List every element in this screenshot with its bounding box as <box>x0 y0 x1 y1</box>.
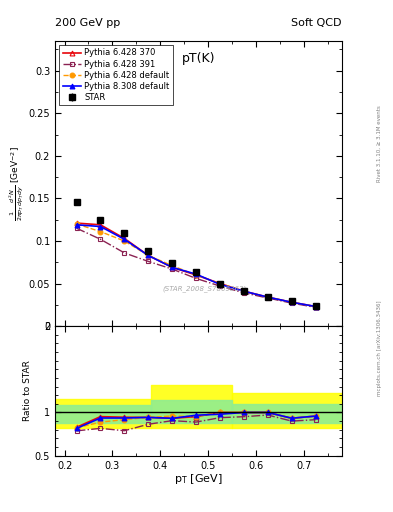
Pythia 6.428 default <box>122 238 127 244</box>
Pythia 6.428 default <box>74 221 79 227</box>
Pythia 6.428 370 <box>289 299 294 305</box>
Text: pT(K): pT(K) <box>182 52 215 66</box>
Pythia 8.308 default <box>289 299 294 305</box>
Text: 200 GeV pp: 200 GeV pp <box>55 18 120 28</box>
Pythia 6.428 370 <box>218 281 222 287</box>
Pythia 6.428 370 <box>194 272 198 278</box>
Pythia 6.428 default <box>146 252 151 259</box>
Pythia 8.308 default <box>146 252 151 259</box>
Y-axis label: $\frac{1}{2\pi p_T}\frac{d^2N}{dp_T dy}$ [GeV$^{-2}$]: $\frac{1}{2\pi p_T}\frac{d^2N}{dp_T dy}$… <box>7 146 26 221</box>
Line: Pythia 6.428 370: Pythia 6.428 370 <box>74 221 318 309</box>
Pythia 6.428 391 <box>242 290 246 296</box>
Pythia 6.428 default <box>170 263 174 269</box>
Pythia 6.428 370 <box>242 288 246 294</box>
Y-axis label: Ratio to STAR: Ratio to STAR <box>23 360 32 421</box>
Pythia 6.428 370 <box>122 236 127 242</box>
Pythia 8.308 default <box>218 281 222 287</box>
Pythia 8.308 default <box>265 294 270 300</box>
Pythia 8.308 default <box>122 236 127 242</box>
Pythia 6.428 370 <box>74 220 79 226</box>
Pythia 6.428 default <box>98 228 103 234</box>
Pythia 6.428 391 <box>146 259 151 265</box>
Pythia 6.428 370 <box>170 264 174 270</box>
Text: Rivet 3.1.10, ≥ 3.1M events: Rivet 3.1.10, ≥ 3.1M events <box>377 105 382 182</box>
Pythia 6.428 default <box>313 304 318 310</box>
Line: Pythia 8.308 default: Pythia 8.308 default <box>74 222 318 309</box>
Line: Pythia 6.428 default: Pythia 6.428 default <box>74 222 318 309</box>
Pythia 8.308 default <box>74 222 79 228</box>
Pythia 8.308 default <box>194 271 198 277</box>
Pythia 6.428 391 <box>74 225 79 231</box>
Pythia 8.308 default <box>313 304 318 310</box>
Pythia 6.428 default <box>289 299 294 305</box>
Pythia 6.428 default <box>242 288 246 294</box>
Pythia 8.308 default <box>242 288 246 294</box>
Pythia 6.428 391 <box>313 304 318 310</box>
Pythia 6.428 391 <box>98 236 103 242</box>
Pythia 8.308 default <box>170 264 174 270</box>
Line: Pythia 6.428 391: Pythia 6.428 391 <box>74 226 318 310</box>
Pythia 6.428 391 <box>218 283 222 289</box>
Pythia 6.428 default <box>265 294 270 300</box>
Pythia 6.428 default <box>194 272 198 278</box>
Text: (STAR_2008_S7869363): (STAR_2008_S7869363) <box>162 285 246 292</box>
Legend: Pythia 6.428 370, Pythia 6.428 391, Pythia 6.428 default, Pythia 8.308 default, : Pythia 6.428 370, Pythia 6.428 391, Pyth… <box>59 45 173 105</box>
Pythia 6.428 391 <box>122 250 127 256</box>
X-axis label: p$_\mathrm{T}$ [GeV]: p$_\mathrm{T}$ [GeV] <box>174 472 223 486</box>
Pythia 8.308 default <box>98 223 103 229</box>
Pythia 6.428 370 <box>265 294 270 300</box>
Pythia 6.428 391 <box>170 266 174 272</box>
Text: Soft QCD: Soft QCD <box>292 18 342 28</box>
Pythia 6.428 370 <box>313 304 318 310</box>
Pythia 6.428 370 <box>98 222 103 228</box>
Text: mcplots.cern.ch [arXiv:1306.3436]: mcplots.cern.ch [arXiv:1306.3436] <box>377 301 382 396</box>
Pythia 6.428 391 <box>194 275 198 282</box>
Pythia 6.428 391 <box>265 295 270 301</box>
Pythia 6.428 391 <box>289 300 294 306</box>
Pythia 6.428 370 <box>146 252 151 259</box>
Pythia 6.428 default <box>218 281 222 287</box>
